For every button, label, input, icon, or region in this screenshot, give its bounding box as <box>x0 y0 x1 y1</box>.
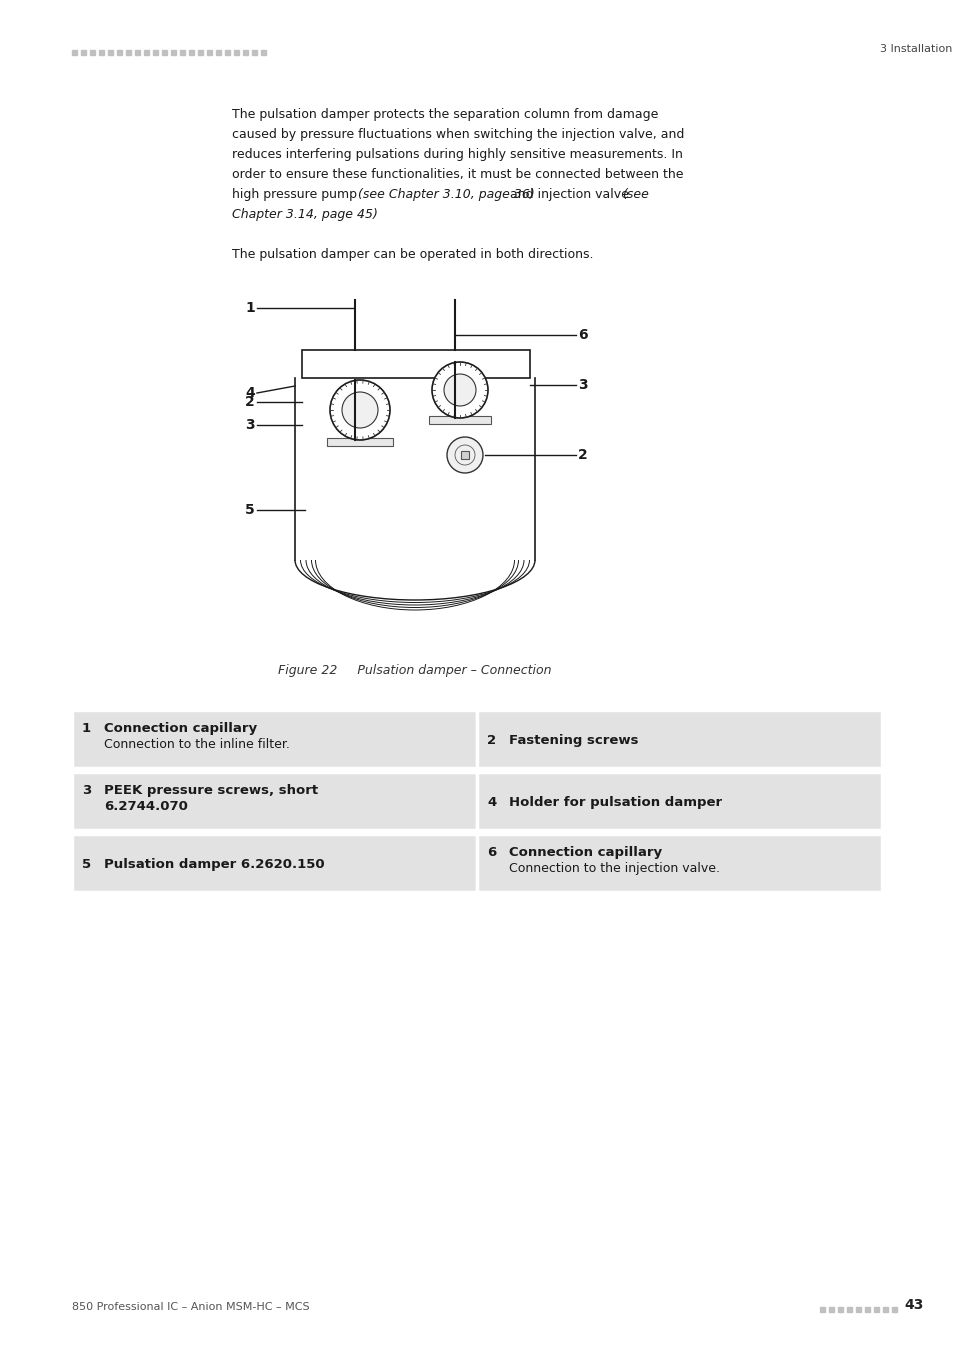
Bar <box>882 1307 887 1312</box>
Text: 2: 2 <box>245 396 254 409</box>
Text: 6.2744.070: 6.2744.070 <box>104 801 188 813</box>
Text: Chapter 3.14, page 45): Chapter 3.14, page 45) <box>232 208 377 221</box>
Text: and injection valve: and injection valve <box>505 188 632 201</box>
Text: Connection to the injection valve.: Connection to the injection valve. <box>509 863 720 875</box>
Bar <box>198 50 203 55</box>
Text: 4: 4 <box>486 796 496 809</box>
Text: Connection capillary: Connection capillary <box>104 722 257 734</box>
Bar <box>135 50 140 55</box>
Text: 6: 6 <box>578 328 587 342</box>
Text: The pulsation damper protects the separation column from damage: The pulsation damper protects the separa… <box>232 108 658 122</box>
Text: 2: 2 <box>486 734 496 747</box>
Bar <box>327 437 393 446</box>
Text: reduces interfering pulsations during highly sensitive measurements. In: reduces interfering pulsations during hi… <box>232 148 682 161</box>
Bar <box>108 50 112 55</box>
Bar <box>476 834 882 892</box>
Text: 3: 3 <box>245 418 254 432</box>
Text: Fastening screws: Fastening screws <box>509 734 638 747</box>
Text: 2: 2 <box>578 448 587 462</box>
Bar <box>215 50 221 55</box>
Bar <box>820 1307 824 1312</box>
Bar <box>81 50 86 55</box>
Text: 1: 1 <box>245 301 254 315</box>
Bar <box>864 1307 869 1312</box>
Bar <box>855 1307 861 1312</box>
Text: Connection to the inline filter.: Connection to the inline filter. <box>104 738 290 751</box>
Bar <box>837 1307 842 1312</box>
Text: (see: (see <box>621 188 648 201</box>
Text: Pulsation damper 6.2620.150: Pulsation damper 6.2620.150 <box>104 859 324 871</box>
Bar <box>99 50 104 55</box>
Bar <box>891 1307 896 1312</box>
Bar <box>207 50 212 55</box>
Circle shape <box>330 379 390 440</box>
Bar <box>152 50 158 55</box>
Bar <box>71 50 77 55</box>
Bar <box>302 350 530 378</box>
Bar <box>476 772 882 830</box>
Text: 6: 6 <box>486 846 496 859</box>
Text: Connection capillary: Connection capillary <box>509 846 661 859</box>
Bar <box>429 416 491 424</box>
Bar <box>90 50 95 55</box>
Bar <box>233 50 239 55</box>
Circle shape <box>447 437 482 472</box>
Text: 1: 1 <box>82 722 91 734</box>
Bar <box>71 710 476 768</box>
Circle shape <box>341 392 377 428</box>
Bar <box>71 834 476 892</box>
Text: Holder for pulsation damper: Holder for pulsation damper <box>509 796 721 809</box>
Bar <box>117 50 122 55</box>
Bar <box>828 1307 833 1312</box>
Bar <box>162 50 167 55</box>
Text: caused by pressure fluctuations when switching the injection valve, and: caused by pressure fluctuations when swi… <box>232 128 683 140</box>
Bar <box>189 50 193 55</box>
Circle shape <box>443 374 476 406</box>
Text: 850 Professional IC – Anion MSM-HC – MCS: 850 Professional IC – Anion MSM-HC – MCS <box>71 1301 310 1312</box>
Bar <box>846 1307 851 1312</box>
Text: 3: 3 <box>578 378 587 392</box>
Bar <box>476 710 882 768</box>
Bar <box>261 50 266 55</box>
Bar <box>460 451 469 459</box>
Text: 3: 3 <box>82 784 91 796</box>
Bar <box>126 50 131 55</box>
Text: 5: 5 <box>245 504 254 517</box>
Bar <box>144 50 149 55</box>
Text: 43: 43 <box>903 1297 923 1312</box>
Text: Figure 22     Pulsation damper – Connection: Figure 22 Pulsation damper – Connection <box>278 664 551 676</box>
Text: (see Chapter 3.10, page 36): (see Chapter 3.10, page 36) <box>357 188 535 201</box>
Text: 5: 5 <box>82 859 91 871</box>
Bar <box>225 50 230 55</box>
Bar <box>171 50 175 55</box>
Circle shape <box>432 362 488 418</box>
Text: PEEK pressure screws, short: PEEK pressure screws, short <box>104 784 317 796</box>
Bar <box>252 50 256 55</box>
Text: The pulsation damper can be operated in both directions.: The pulsation damper can be operated in … <box>232 248 593 261</box>
Text: high pressure pump: high pressure pump <box>232 188 360 201</box>
Bar <box>71 772 476 830</box>
Text: order to ensure these functionalities, it must be connected between the: order to ensure these functionalities, i… <box>232 167 682 181</box>
Bar <box>873 1307 878 1312</box>
Bar <box>243 50 248 55</box>
Text: 4: 4 <box>245 386 254 400</box>
Text: 3 Installation: 3 Installation <box>879 45 951 54</box>
Bar <box>180 50 185 55</box>
Text: .: . <box>358 208 363 221</box>
